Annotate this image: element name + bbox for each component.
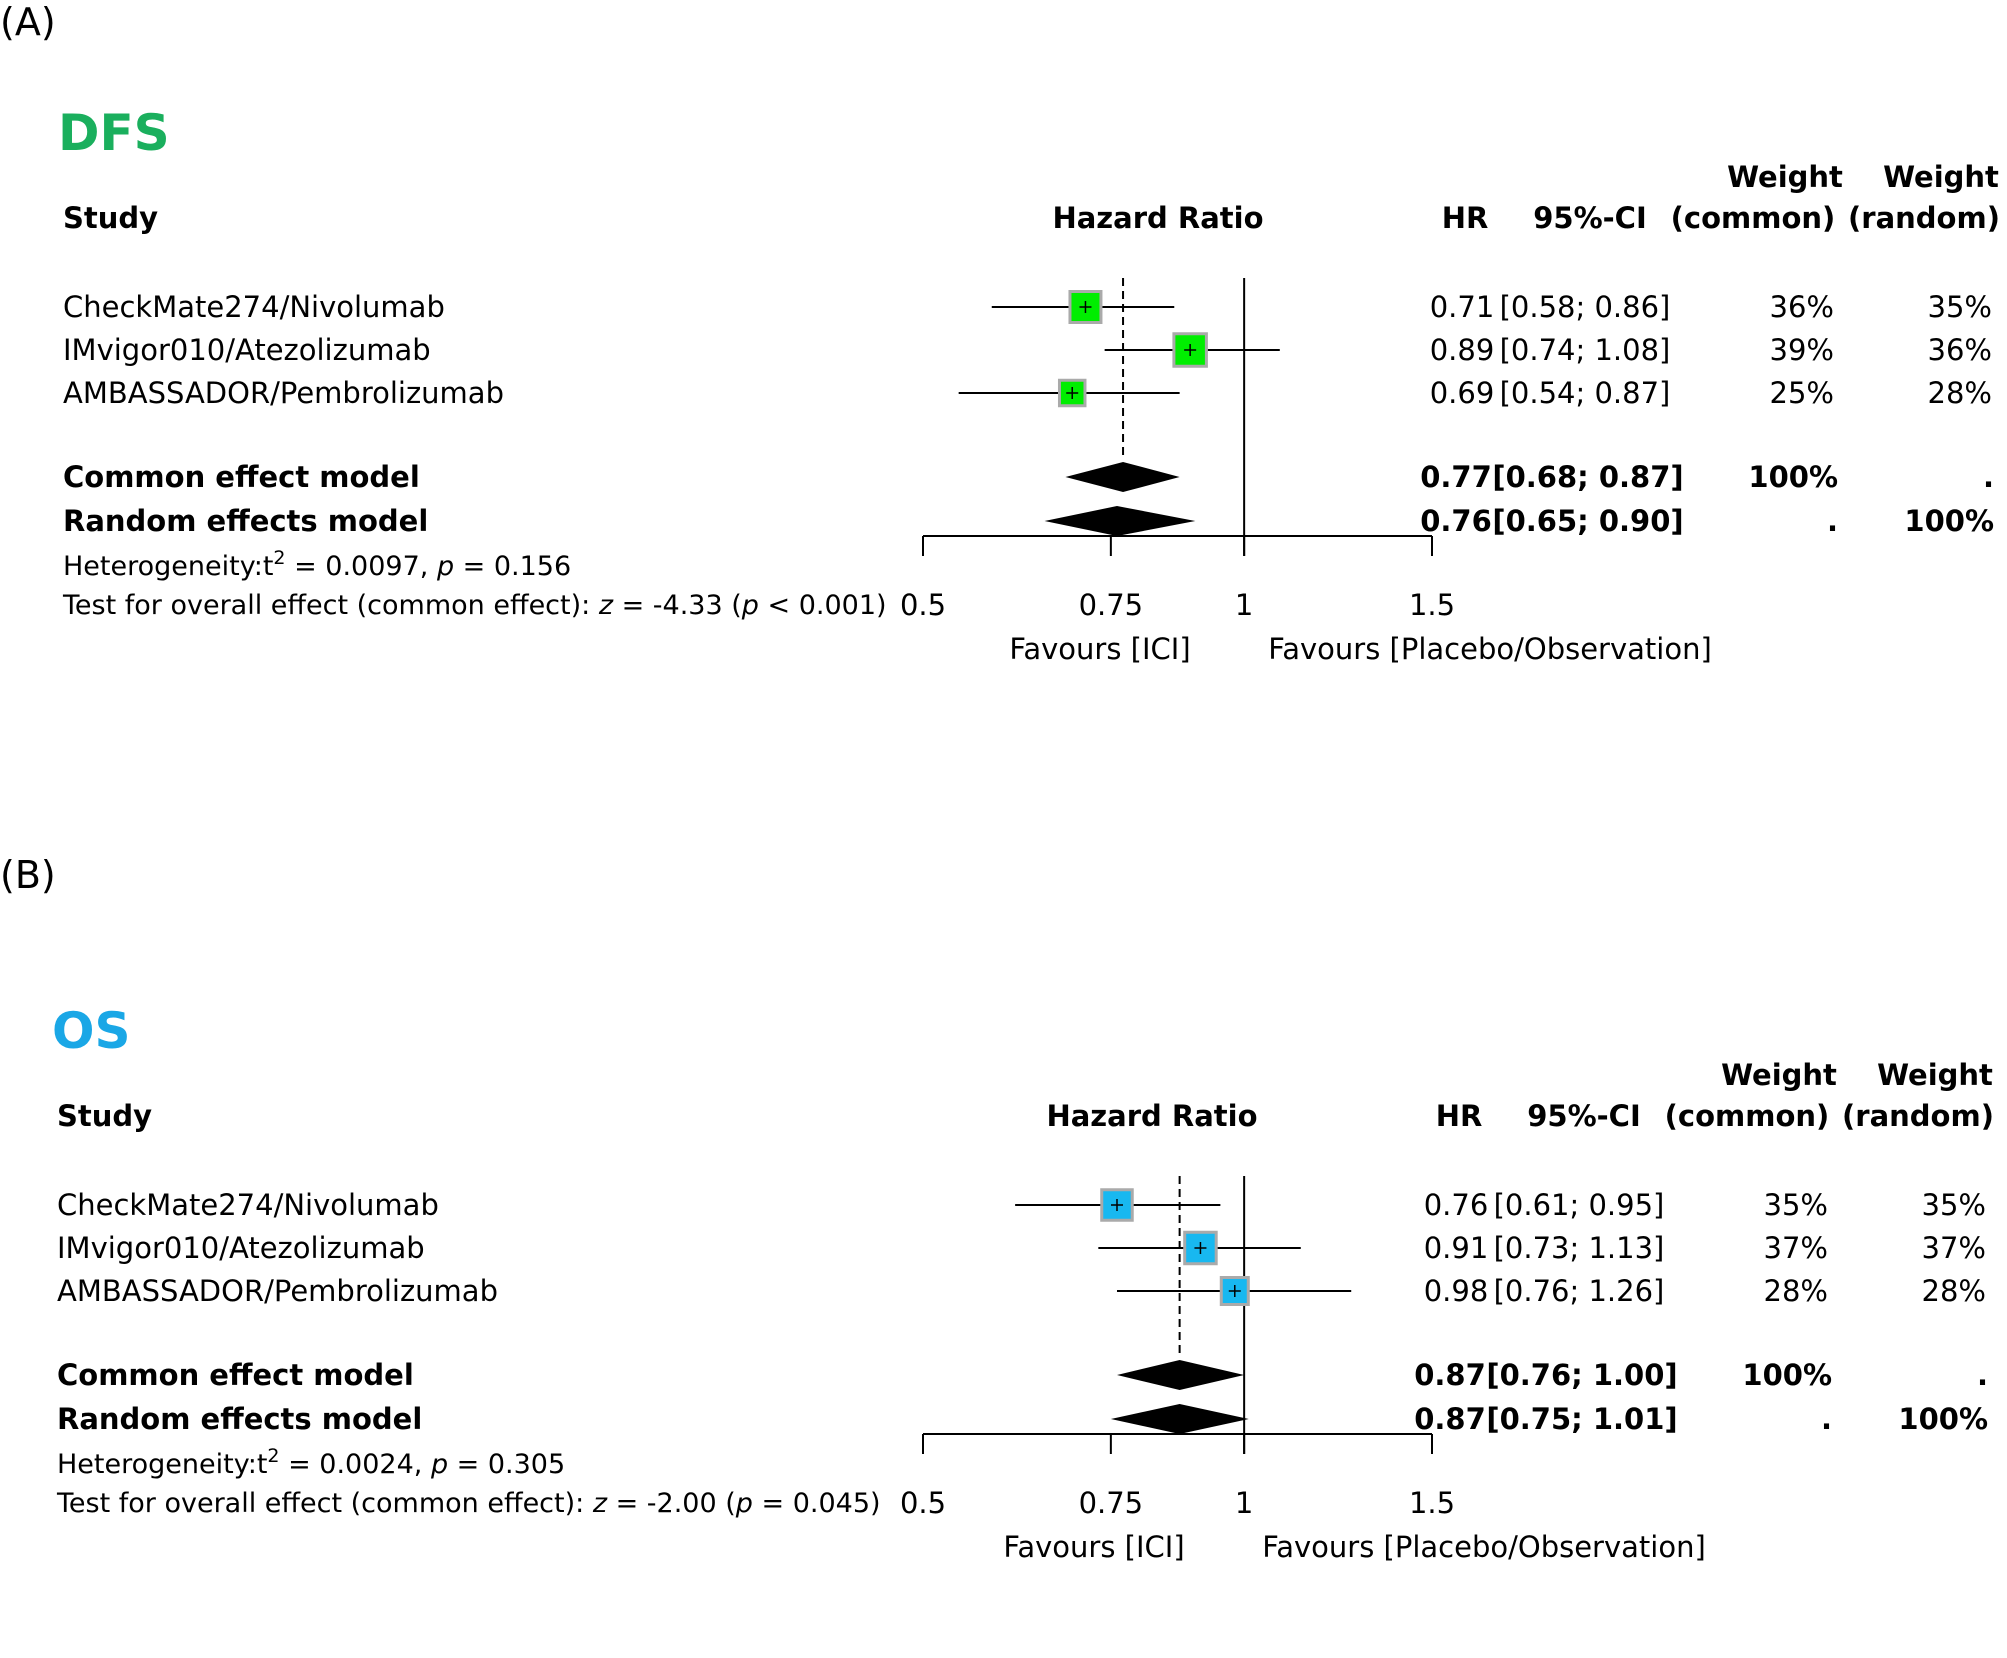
study-weight-random: 28% xyxy=(1922,1274,1986,1308)
header-weight-random: Weight xyxy=(1883,160,1999,194)
study-ci: [0.58; 0.86] xyxy=(1500,290,1671,324)
pooled-diamond xyxy=(1065,462,1180,492)
header-weight-random-sub: (random) xyxy=(1848,201,2000,235)
model-hr: 0.77 xyxy=(1420,460,1492,494)
study-weight-common: 39% xyxy=(1770,333,1834,367)
header-ci: 95%-CI xyxy=(1533,201,1647,235)
study-name: CheckMate274/Nivolumab xyxy=(57,1188,439,1222)
header-weight-common: Weight xyxy=(1727,160,1843,194)
study-name: IMvigor010/Atezolizumab xyxy=(57,1231,425,1265)
model-name: Random effects model xyxy=(63,504,428,538)
model-weight-common: 100% xyxy=(1748,460,1838,494)
x-tick-label: 1.5 xyxy=(1409,588,1455,622)
model-weight-random: . xyxy=(1983,460,1994,494)
overall-effect-text: Test for overall effect (common effect):… xyxy=(56,1488,881,1519)
model-name: Random effects model xyxy=(57,1402,422,1436)
header-study: Study xyxy=(57,1099,152,1133)
model-weight-common: . xyxy=(1827,504,1838,538)
header-study: Study xyxy=(63,201,158,235)
study-weight-common: 37% xyxy=(1764,1231,1828,1265)
study-weight-common: 25% xyxy=(1770,376,1834,410)
x-tick-label: 0.5 xyxy=(900,588,946,622)
study-weight-random: 37% xyxy=(1922,1231,1986,1265)
study-ci: [0.73; 1.13] xyxy=(1494,1231,1665,1265)
favours-right-label: Favours [Placebo/Observation] xyxy=(1268,632,1712,666)
study-hr: 0.89 xyxy=(1430,333,1495,367)
study-weight-random: 35% xyxy=(1922,1188,1986,1222)
forest-plot-os: OS Study Hazard Ratio HR 95%-CI Weight (common… xyxy=(52,1002,1994,1564)
favours-right-label: Favours [Placebo/Observation] xyxy=(1262,1530,1706,1564)
panel-b-tag: (B) xyxy=(0,853,56,897)
header-weight-common-sub: (common) xyxy=(1665,1099,1830,1133)
study-name: IMvigor010/Atezolizumab xyxy=(63,333,431,367)
forest-plot-dfs: DFS Study Hazard Ratio HR 95%-CI Weight (commo… xyxy=(58,104,2000,666)
x-tick-label: 1 xyxy=(1235,588,1253,622)
study-hr: 0.69 xyxy=(1430,376,1495,410)
header-ci: 95%-CI xyxy=(1527,1099,1641,1133)
study-weight-random: 35% xyxy=(1928,290,1992,324)
header-weight-common: Weight xyxy=(1721,1058,1837,1092)
favours-left-label: Favours [ICI] xyxy=(1003,1530,1184,1564)
x-tick-label: 0.75 xyxy=(1079,1486,1144,1520)
study-ci: [0.54; 0.87] xyxy=(1500,376,1671,410)
model-weight-random: . xyxy=(1977,1358,1988,1392)
model-name: Common effect model xyxy=(57,1358,414,1392)
pooled-diamond xyxy=(1116,1360,1245,1390)
study-name: AMBASSADOR/Pembrolizumab xyxy=(63,376,504,410)
study-ci: [0.76; 1.26] xyxy=(1494,1274,1665,1308)
study-weight-common: 28% xyxy=(1764,1274,1828,1308)
study-ci: [0.74; 1.08] xyxy=(1500,333,1671,367)
panel-title: DFS xyxy=(58,104,170,162)
header-hazard-ratio: Hazard Ratio xyxy=(1052,201,1263,235)
heterogeneity-text: Heterogeneity:t2 = 0.0024, p = 0.305 xyxy=(57,1445,565,1480)
panel-title: OS xyxy=(52,1002,131,1060)
header-weight-random-sub: (random) xyxy=(1842,1099,1994,1133)
model-weight-common: . xyxy=(1821,1402,1832,1436)
study-hr: 0.71 xyxy=(1430,290,1495,324)
heterogeneity-text: Heterogeneity:t2 = 0.0097, p = 0.156 xyxy=(63,547,571,582)
model-weight-random: 100% xyxy=(1904,504,1994,538)
study-name: AMBASSADOR/Pembrolizumab xyxy=(57,1274,498,1308)
x-tick-label: 1 xyxy=(1235,1486,1253,1520)
header-weight-common-sub: (common) xyxy=(1671,201,1836,235)
model-ci: [0.65; 0.90] xyxy=(1492,504,1683,538)
study-weight-common: 36% xyxy=(1770,290,1834,324)
model-hr: 0.87 xyxy=(1414,1358,1486,1392)
x-tick-label: 0.75 xyxy=(1079,588,1144,622)
model-hr: 0.87 xyxy=(1414,1402,1486,1436)
model-weight-random: 100% xyxy=(1898,1402,1988,1436)
header-hr: HR xyxy=(1436,1099,1483,1133)
study-weight-random: 36% xyxy=(1928,333,1992,367)
pooled-diamond xyxy=(1044,506,1196,536)
study-weight-random: 28% xyxy=(1928,376,1992,410)
study-hr: 0.76 xyxy=(1424,1188,1489,1222)
model-ci: [0.76; 1.00] xyxy=(1486,1358,1677,1392)
study-ci: [0.61; 0.95] xyxy=(1494,1188,1665,1222)
study-hr: 0.91 xyxy=(1424,1231,1489,1265)
favours-left-label: Favours [ICI] xyxy=(1009,632,1190,666)
model-name: Common effect model xyxy=(63,460,420,494)
model-hr: 0.76 xyxy=(1420,504,1492,538)
header-hazard-ratio: Hazard Ratio xyxy=(1046,1099,1257,1133)
study-marker xyxy=(1100,1188,1134,1222)
x-tick-label: 0.5 xyxy=(900,1486,946,1520)
panel-a-tag: (A) xyxy=(0,0,56,44)
header-weight-random: Weight xyxy=(1877,1058,1993,1092)
overall-effect-text: Test for overall effect (common effect):… xyxy=(62,590,887,621)
pooled-diamond xyxy=(1110,1404,1249,1434)
study-name: CheckMate274/Nivolumab xyxy=(63,290,445,324)
model-weight-common: 100% xyxy=(1742,1358,1832,1392)
header-hr: HR xyxy=(1442,201,1489,235)
study-hr: 0.98 xyxy=(1424,1274,1489,1308)
model-ci: [0.75; 1.01] xyxy=(1486,1402,1677,1436)
model-ci: [0.68; 0.87] xyxy=(1492,460,1683,494)
study-marker xyxy=(1068,290,1103,324)
x-tick-label: 1.5 xyxy=(1409,1486,1455,1520)
study-weight-common: 35% xyxy=(1764,1188,1828,1222)
